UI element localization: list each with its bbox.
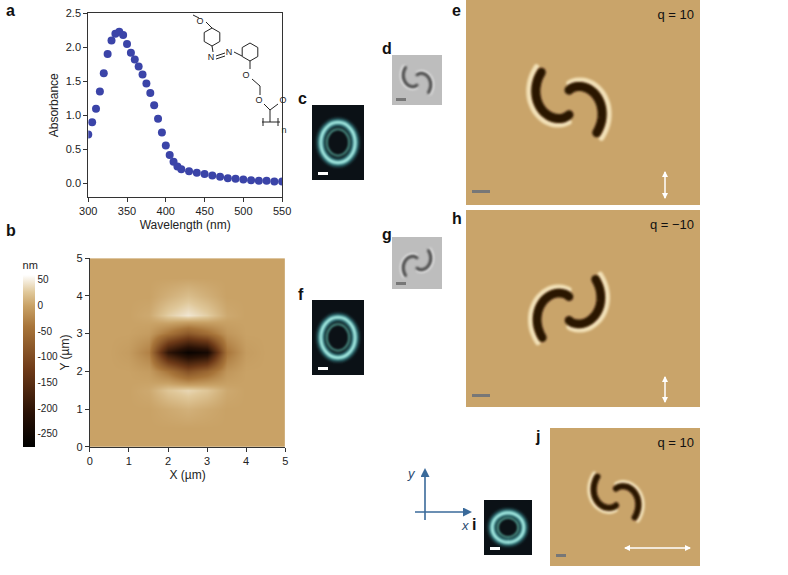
svg-text:f: f [298, 286, 304, 303]
svg-text:300: 300 [79, 205, 97, 217]
svg-text:550: 550 [273, 205, 291, 217]
svg-text:2: 2 [165, 455, 171, 467]
svg-text:i: i [472, 516, 476, 533]
svg-text:0: 0 [38, 300, 44, 311]
svg-text:-100: -100 [38, 351, 58, 362]
svg-text:1.0: 1.0 [66, 109, 81, 121]
svg-text:n: n [281, 125, 286, 135]
svg-text:O: O [279, 95, 286, 105]
svg-text:2.5: 2.5 [66, 7, 81, 19]
svg-text:2.0: 2.0 [66, 41, 81, 53]
svg-text:Absorbance: Absorbance [47, 73, 61, 137]
svg-text:-50: -50 [38, 326, 53, 337]
svg-text:3: 3 [204, 455, 210, 467]
svg-text:4: 4 [77, 290, 83, 302]
svg-text:Wavelength (nm): Wavelength (nm) [140, 218, 231, 232]
svg-text:0: 0 [77, 441, 83, 453]
svg-text:-200: -200 [38, 403, 58, 414]
svg-text:5: 5 [77, 252, 83, 264]
svg-text:x: x [461, 518, 469, 533]
svg-text:-150: -150 [38, 377, 58, 388]
svg-text:4: 4 [243, 455, 249, 467]
svg-text:1: 1 [126, 455, 132, 467]
svg-text:h: h [452, 210, 462, 227]
svg-text:0: 0 [87, 455, 93, 467]
svg-text:0.5: 0.5 [66, 143, 81, 155]
svg-text:O: O [196, 16, 203, 26]
svg-text:e: e [452, 2, 461, 19]
svg-text:O: O [255, 95, 262, 105]
svg-text:c: c [298, 90, 307, 107]
svg-text:d: d [382, 40, 392, 57]
svg-text:1: 1 [77, 403, 83, 415]
svg-text:a: a [6, 2, 15, 19]
svg-text:q = −10: q = −10 [650, 217, 694, 232]
svg-text:j: j [535, 428, 540, 445]
svg-text:450: 450 [195, 205, 213, 217]
svg-text:3: 3 [77, 327, 83, 339]
svg-text:b: b [6, 222, 16, 239]
svg-text:Y (µm): Y (µm) [58, 334, 72, 370]
svg-text:1.5: 1.5 [66, 75, 81, 87]
svg-text:400: 400 [157, 205, 175, 217]
svg-text:O: O [242, 70, 249, 80]
svg-text:0.0: 0.0 [66, 177, 81, 189]
svg-text:y: y [407, 466, 416, 481]
svg-text:N: N [208, 52, 215, 62]
svg-text:q = 10: q = 10 [657, 7, 694, 22]
svg-text:350: 350 [118, 205, 136, 217]
svg-text:2: 2 [77, 365, 83, 377]
svg-text:5: 5 [282, 455, 288, 467]
svg-text:q = 10: q = 10 [657, 435, 694, 450]
svg-text:g: g [382, 226, 392, 243]
svg-text:50: 50 [38, 274, 50, 285]
svg-text:N: N [226, 47, 233, 57]
svg-text:nm: nm [23, 259, 38, 271]
svg-text:X (µm): X (µm) [169, 468, 205, 482]
svg-text:-250: -250 [38, 428, 58, 439]
svg-text:500: 500 [234, 205, 252, 217]
